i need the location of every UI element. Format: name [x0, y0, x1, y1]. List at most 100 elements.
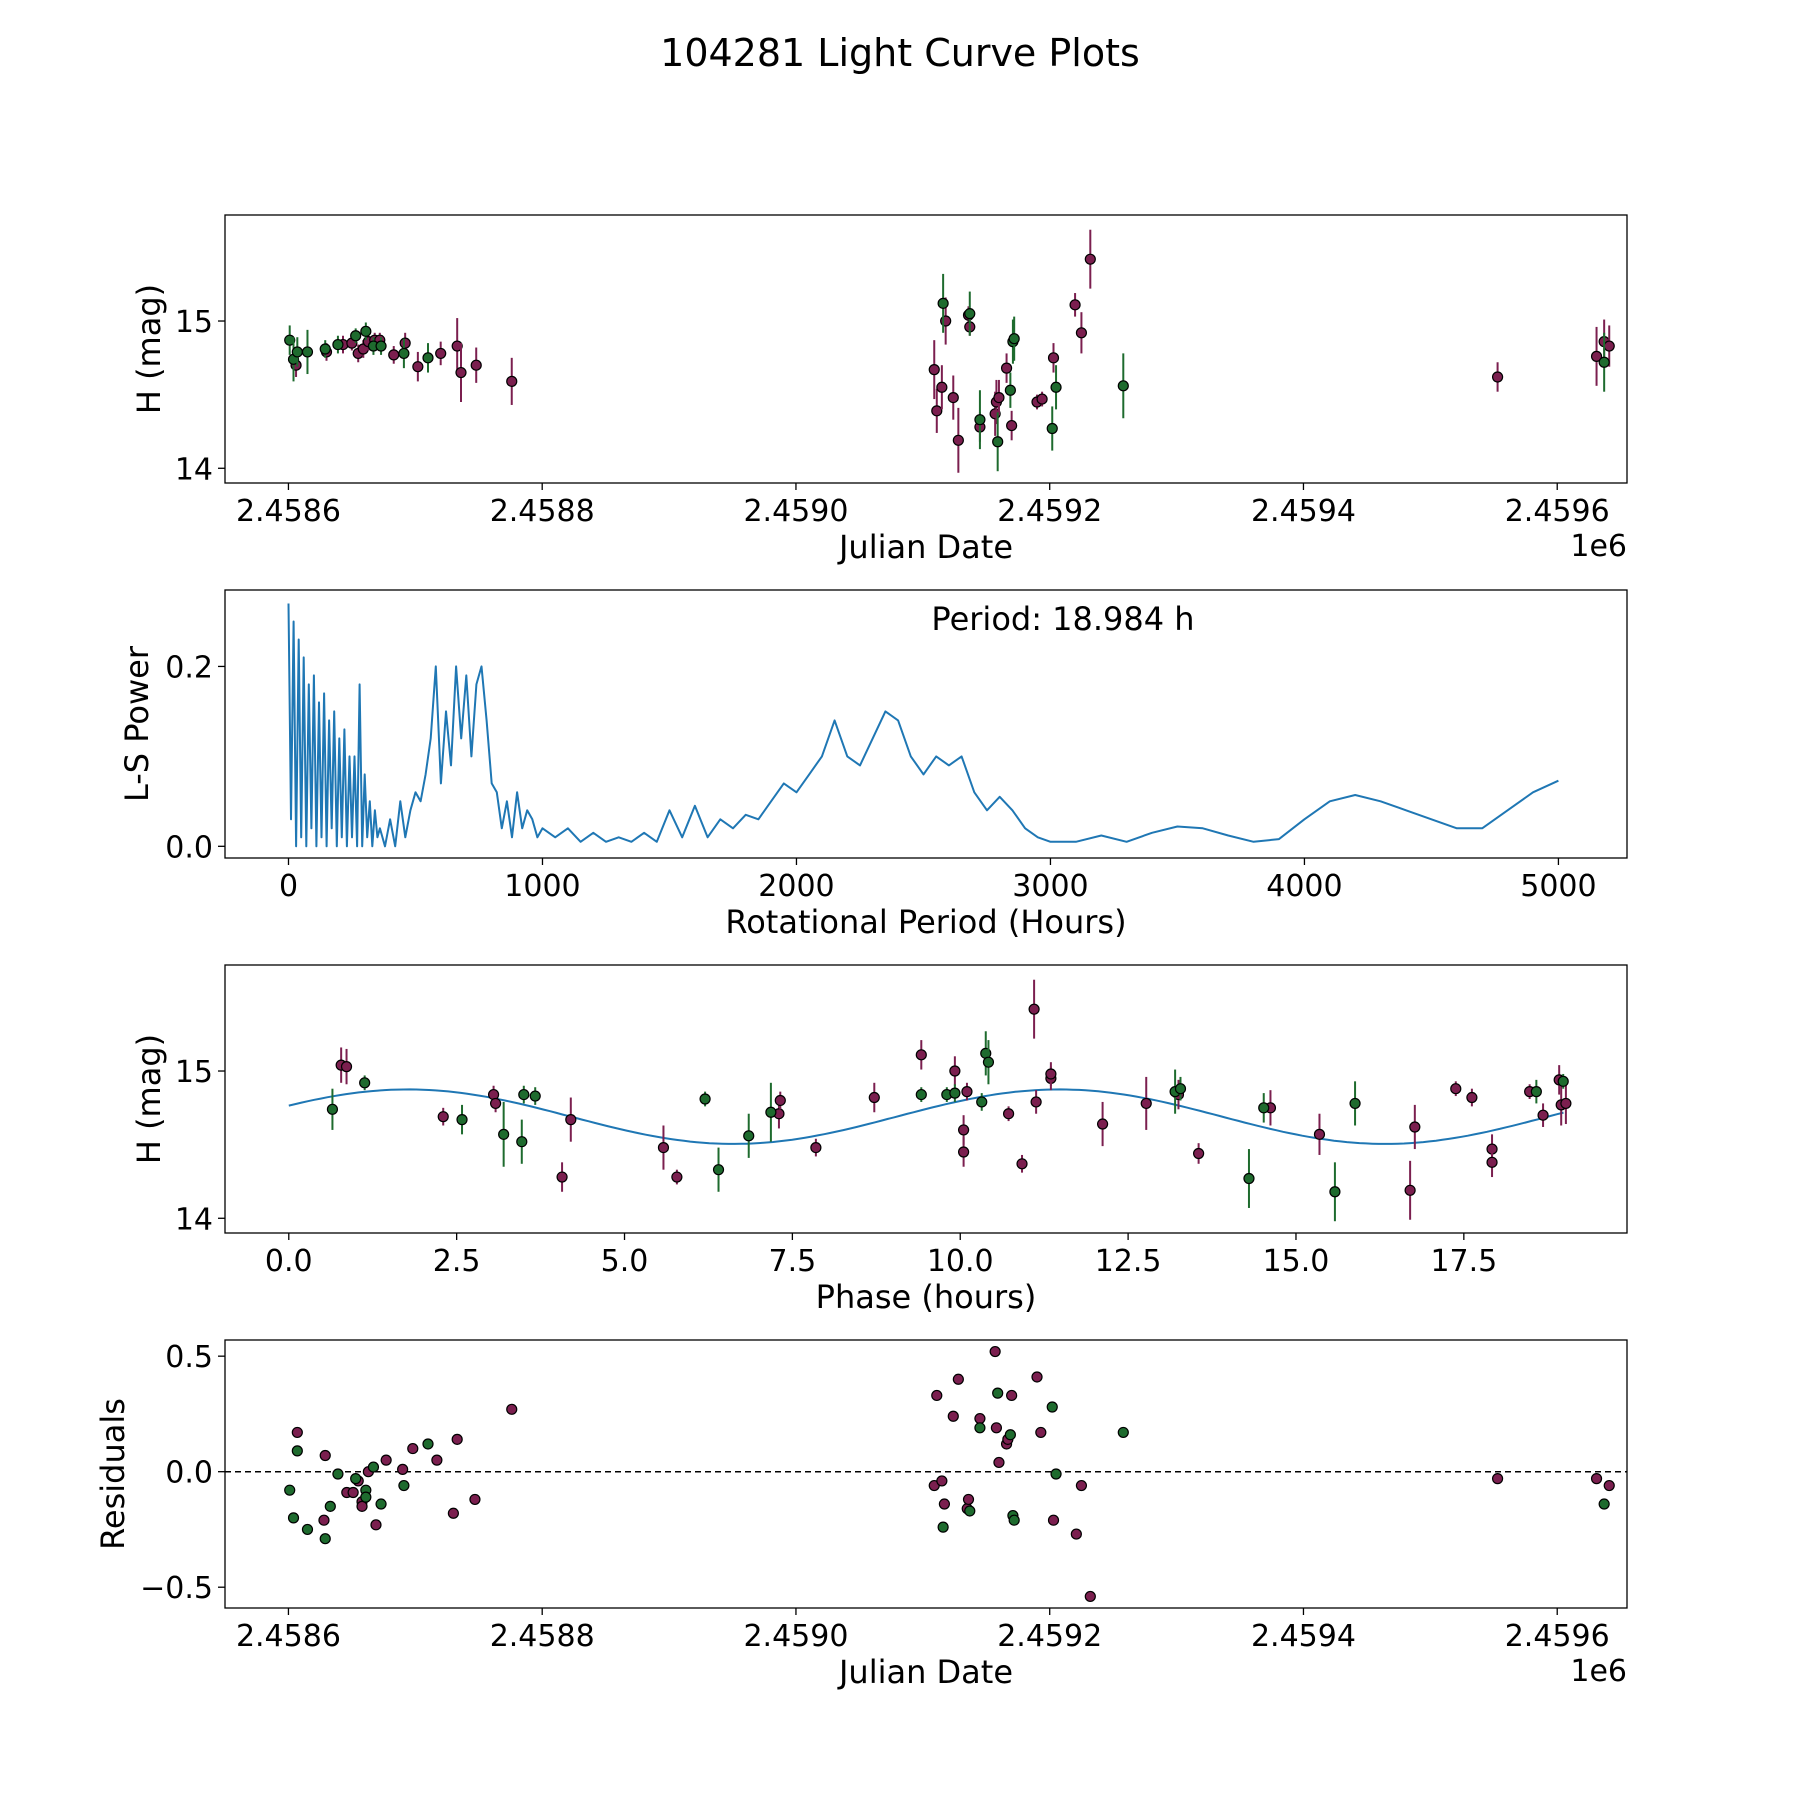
data-point	[993, 1456, 1005, 1469]
sinusoid-fit-line	[288, 1088, 1564, 1145]
residuals-plot-area	[225, 1345, 1627, 1603]
x-tick-label: 5.0	[601, 1244, 649, 1279]
data-point	[937, 1521, 949, 1533]
x-tick-label: 15.0	[1263, 1244, 1330, 1279]
data-point	[332, 1468, 344, 1480]
data-point	[936, 381, 948, 393]
phased-ylabel: H (mag)	[130, 1034, 168, 1164]
data-point	[964, 308, 976, 320]
data-point	[332, 338, 344, 351]
data-point	[810, 1141, 822, 1154]
period-annotation: Period: 18.984 h	[931, 600, 1194, 638]
x-tick-label: 5000	[1520, 869, 1596, 904]
data-point	[671, 1171, 683, 1183]
residuals-axes-frame	[224, 1339, 1628, 1609]
data-point	[992, 1387, 1004, 1399]
x-tick-label: 2.4590	[743, 494, 848, 529]
data-point	[1069, 299, 1081, 311]
data-point	[1006, 419, 1018, 432]
x-tick-label: 2.4596	[1505, 494, 1610, 529]
y-tick-label: 14	[175, 1202, 213, 1237]
data-point	[284, 1484, 296, 1496]
data-point	[356, 1500, 368, 1512]
data-point	[506, 375, 518, 387]
periodogram-xlabel: Rotational Period (Hours)	[725, 903, 1126, 941]
data-point	[1590, 1473, 1603, 1485]
data-point	[1117, 380, 1129, 392]
data-point	[375, 340, 387, 352]
data-point	[397, 1463, 409, 1475]
residuals-x-offset: 1e6	[1570, 1654, 1627, 1689]
phased-plot-area	[288, 979, 1572, 1222]
data-point	[319, 343, 331, 355]
data-point	[319, 1449, 331, 1462]
phased-axes: 0.0 2.5 5.0 7.5 10.0 12.5 15.0 17.5 14 15	[175, 1055, 1497, 1279]
x-tick-label: 2.4588	[490, 494, 595, 529]
x-tick-label: 12.5	[1095, 1244, 1162, 1279]
data-point	[1404, 1184, 1416, 1196]
y-tick-label: 0.0	[165, 1456, 213, 1491]
data-point	[451, 340, 463, 352]
data-point	[1016, 1158, 1028, 1170]
data-point	[1006, 1389, 1018, 1402]
data-point	[989, 1345, 1001, 1358]
data-point	[1530, 1086, 1542, 1098]
residuals-panel: 2.4586 2.4588 2.4590 2.4592 2.4594 2.4596 0.5 0…	[94, 1339, 1628, 1691]
phased-panel: 0.0 2.5 5.0 7.5 10.0 12.5 15.0 17.5 14 15 Phase (…	[130, 964, 1628, 1316]
data-point	[1045, 1068, 1057, 1080]
residuals-ylabel: Residuals	[94, 1398, 132, 1550]
data-point	[565, 1114, 577, 1126]
data-point	[1050, 381, 1062, 393]
data-point	[359, 1077, 371, 1089]
data-point	[952, 1373, 964, 1385]
data-point	[699, 1093, 711, 1105]
data-point	[451, 1433, 463, 1445]
data-point	[1598, 356, 1610, 368]
data-point	[1450, 1083, 1462, 1095]
data-point	[931, 405, 943, 417]
data-point	[456, 1114, 468, 1126]
data-point	[318, 1514, 330, 1526]
periodogram-plot-area	[287, 603, 1559, 848]
data-point	[915, 1088, 927, 1101]
y-tick-label: 0.2	[165, 650, 213, 685]
data-point	[398, 347, 410, 360]
data-point	[347, 1486, 359, 1499]
x-tick-label: 2.4594	[1251, 1619, 1356, 1654]
data-point	[868, 1091, 880, 1104]
residuals-axes: 2.4586 2.4588 2.4590 2.4592 2.4594 2.4596 0.5 0…	[140, 1340, 1610, 1654]
x-tick-label: 0	[279, 869, 298, 904]
data-point	[976, 1096, 988, 1108]
data-point	[1598, 1498, 1610, 1510]
data-point	[516, 1136, 528, 1148]
data-point	[291, 1426, 303, 1439]
data-point	[931, 1389, 943, 1402]
data-point	[1035, 1426, 1047, 1439]
data-point	[1047, 352, 1060, 364]
data-point	[1590, 350, 1603, 362]
data-point	[1557, 1075, 1569, 1087]
x-tick-label: 2.4594	[1251, 494, 1356, 529]
data-point	[958, 1124, 970, 1136]
data-point	[1070, 1528, 1082, 1540]
data-point	[380, 1454, 392, 1466]
data-point	[1084, 1590, 1096, 1603]
data-point	[1466, 1091, 1478, 1104]
phased-xlabel: Phase (hours)	[816, 1278, 1037, 1316]
x-tick-label: 3000	[1012, 869, 1088, 904]
data-point	[350, 330, 362, 342]
lightcurve-axes-frame	[224, 214, 1628, 484]
data-point	[1002, 1108, 1015, 1120]
y-tick-label: 0.5	[165, 1340, 213, 1375]
data-point	[1491, 371, 1504, 383]
data-point	[301, 346, 314, 358]
lightcurve-axes: 2.4586 2.4588 2.4590 2.4592 2.4594 2.4596 14 15	[175, 305, 1610, 529]
data-point	[447, 1507, 459, 1519]
data-point	[947, 391, 959, 404]
x-tick-label: 2.5	[433, 1244, 481, 1279]
phased-axes-frame	[224, 964, 1628, 1234]
x-tick-label: 2.4588	[490, 1619, 595, 1654]
data-point	[657, 1141, 670, 1154]
